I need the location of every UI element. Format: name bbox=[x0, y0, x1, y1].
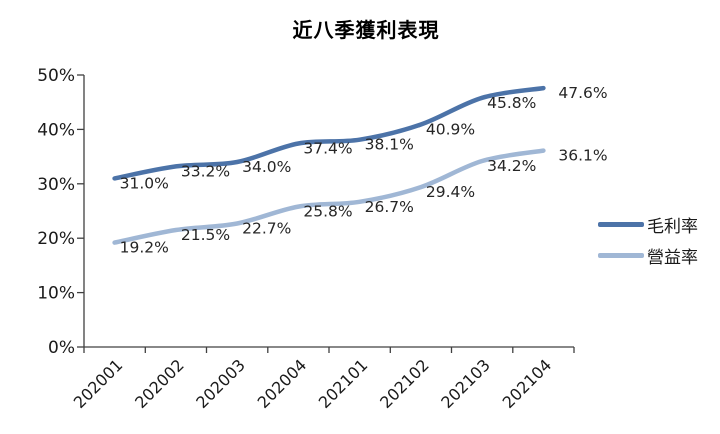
y-axis-ticks bbox=[77, 74, 84, 348]
gross-margin-data-label: 34.0% bbox=[242, 158, 291, 176]
x-axis-label: 202102 bbox=[376, 355, 433, 412]
operating-margin-data-label: 29.4% bbox=[426, 183, 475, 201]
x-axis-label: 202104 bbox=[499, 355, 556, 412]
operating-margin-data-label: 25.8% bbox=[303, 203, 352, 221]
operating-margin-data-label: 26.7% bbox=[365, 198, 414, 216]
gross-margin-line-swatch bbox=[598, 221, 644, 227]
y-axis-label: 10% bbox=[37, 284, 75, 304]
gross-margin-data-label: 31.0% bbox=[120, 174, 169, 192]
legend-entry-gross-margin: 毛利率 bbox=[598, 213, 698, 237]
y-axis-label: 0% bbox=[48, 338, 75, 358]
operating-margin-data-label: 22.7% bbox=[242, 220, 291, 238]
gross-margin-data-label: 38.1% bbox=[365, 136, 414, 154]
gross-margin-data-label: 37.4% bbox=[303, 140, 352, 158]
y-axis-label: 30% bbox=[37, 175, 75, 195]
series-lines bbox=[112, 85, 546, 245]
operating-margin-data-label: 34.2% bbox=[487, 157, 536, 175]
gross-margin-data-label: 40.9% bbox=[426, 121, 475, 139]
legend-label-operating-margin: 營益率 bbox=[647, 247, 698, 268]
x-axis-label: 202001 bbox=[70, 355, 127, 412]
y-axis-label: 20% bbox=[37, 229, 75, 249]
gross-margin-line bbox=[112, 85, 546, 181]
operating-margin-data-label: 36.1% bbox=[558, 147, 607, 165]
chart-title: 近八季獲利表現 bbox=[292, 18, 440, 42]
x-axis-label: 202103 bbox=[437, 355, 494, 412]
x-axis-ticks bbox=[83, 347, 575, 353]
gross-margin-data-label: 47.6% bbox=[558, 84, 607, 102]
data-labels: 31.0% 33.2% 34.0% 37.4% 38.1% 40.9% 45.8% 47.6%… bbox=[120, 84, 608, 257]
operating-margin-data-label: 21.5% bbox=[181, 226, 230, 244]
legend-label-gross-margin: 毛利率 bbox=[647, 216, 698, 237]
operating-margin-line-swatch bbox=[598, 252, 644, 258]
x-axis-labels: 202001 202002 202003 202004 202101 202102 2021… bbox=[70, 355, 555, 412]
gross-margin-data-label: 33.2% bbox=[181, 162, 230, 180]
x-axis-label: 202101 bbox=[315, 355, 372, 412]
gross-margin-data-label: 45.8% bbox=[487, 94, 536, 112]
x-axis-label: 202002 bbox=[131, 355, 188, 412]
x-axis-label: 202004 bbox=[254, 355, 311, 412]
y-axis-label: 40% bbox=[37, 120, 75, 140]
legend-entry-operating-margin: 營益率 bbox=[598, 244, 698, 268]
operating-margin-data-label: 19.2% bbox=[120, 239, 169, 257]
chart-legend: 毛利率 營益率 bbox=[598, 213, 698, 268]
y-axis-labels: 0% 10% 20% 30% 40% 50% bbox=[37, 66, 75, 358]
y-axis-label: 50% bbox=[37, 66, 75, 86]
x-axis-label: 202003 bbox=[192, 355, 249, 412]
operating-margin-line bbox=[112, 148, 546, 245]
